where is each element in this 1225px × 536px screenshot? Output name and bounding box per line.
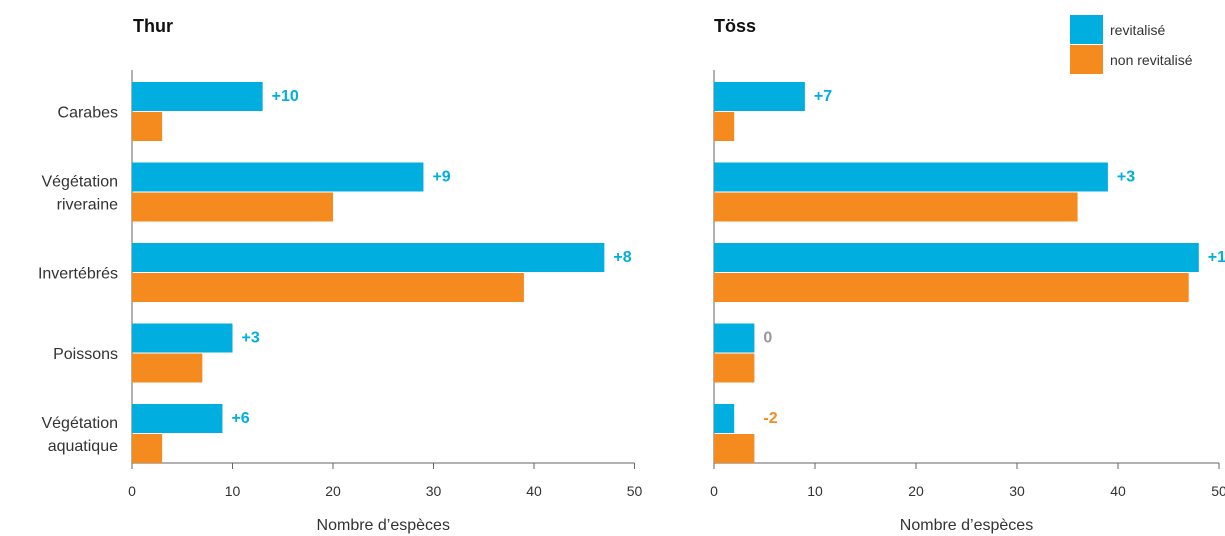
legend: revitalisé non revitalisé xyxy=(1070,15,1193,74)
bar-non-revitalise xyxy=(132,112,163,141)
bar-revitalise xyxy=(714,323,755,353)
bar-non-revitalise xyxy=(714,273,1189,302)
legend-label-non-revitalise: non revitalisé xyxy=(1110,52,1193,68)
data-label: +9 xyxy=(432,169,450,186)
panel-title: Thur xyxy=(133,16,173,36)
legend-swatch-revitalise xyxy=(1070,15,1103,44)
data-label: +10 xyxy=(272,88,299,105)
x-tick-label: 20 xyxy=(325,483,341,499)
legend-label-revitalise: revitalisé xyxy=(1110,22,1165,38)
panel-thur: Thur 0 10 20 30 40 50 Nombre d’espèces +10 Carabe… xyxy=(38,16,643,534)
data-label: +6 xyxy=(231,410,249,427)
bar-non-revitalise xyxy=(132,192,333,222)
x-tick-label: 20 xyxy=(908,483,924,499)
category-label: Végétation xyxy=(41,174,118,191)
x-tick-label: 40 xyxy=(526,483,542,499)
category-label: Poissons xyxy=(53,346,118,363)
bar-non-revitalise xyxy=(714,112,735,141)
category-label: Végétation xyxy=(41,415,118,432)
bar-non-revitalise xyxy=(714,353,755,383)
data-label: 0 xyxy=(763,330,772,347)
x-tick-label: 0 xyxy=(710,483,718,499)
x-tick-label: 0 xyxy=(128,483,136,499)
bar-revitalise xyxy=(714,243,1199,272)
x-tick-label: 10 xyxy=(807,483,823,499)
category-label: Invertébrés xyxy=(38,266,118,283)
x-axis-label: Nombre d’espèces xyxy=(317,517,450,534)
x-axis-label: Nombre d’espèces xyxy=(900,517,1033,534)
bar-non-revitalise xyxy=(132,353,203,383)
category-label: aquatique xyxy=(48,438,118,455)
bar-revitalise xyxy=(132,82,263,111)
bar-revitalise xyxy=(714,404,735,433)
x-tick-label: 50 xyxy=(627,483,643,499)
x-tick-label: 50 xyxy=(1211,483,1225,499)
panel-toss: Töss 0 10 20 30 40 50 Nombre d’espèces +7 +3 +1 0 -2 xyxy=(710,16,1225,534)
x-tick-label: 30 xyxy=(1009,483,1025,499)
data-label: +1 xyxy=(1208,249,1225,266)
bar-revitalise xyxy=(132,323,233,353)
bar-non-revitalise xyxy=(132,273,524,302)
bar-revitalise xyxy=(132,162,424,192)
bar-revitalise xyxy=(714,162,1108,192)
data-label: +3 xyxy=(242,330,260,347)
legend-swatch-non-revitalise xyxy=(1070,45,1103,74)
bar-revitalise xyxy=(132,404,223,433)
data-label: +8 xyxy=(613,249,631,266)
bar-non-revitalise xyxy=(132,434,163,463)
x-tick-label: 30 xyxy=(426,483,442,499)
x-tick-label: 40 xyxy=(1110,483,1126,499)
bar-revitalise xyxy=(714,82,805,111)
data-label: +3 xyxy=(1117,169,1135,186)
category-label: Carabes xyxy=(58,105,118,122)
category-label: riveraine xyxy=(57,197,118,214)
x-tick-label: 10 xyxy=(225,483,241,499)
bar-revitalise xyxy=(132,243,605,272)
data-label: -2 xyxy=(763,410,777,427)
bar-non-revitalise xyxy=(714,192,1078,222)
panel-title: Töss xyxy=(714,16,756,36)
data-label: +7 xyxy=(814,88,832,105)
bar-non-revitalise xyxy=(714,434,755,463)
